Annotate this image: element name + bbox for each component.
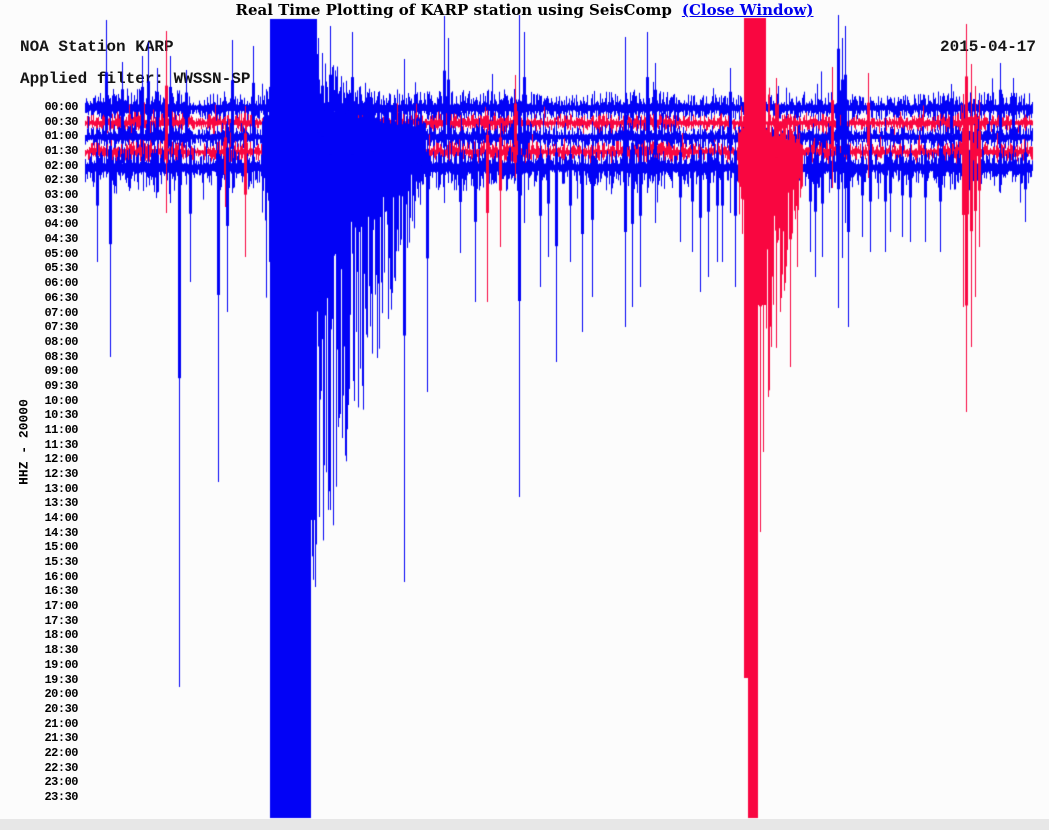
time-axis-label: 17:00 bbox=[44, 599, 78, 614]
time-axis-label: 13:30 bbox=[44, 496, 78, 511]
time-axis-label: 05:30 bbox=[44, 261, 78, 276]
time-axis-label: 12:30 bbox=[44, 467, 78, 481]
time-axis-label: 15:30 bbox=[44, 555, 78, 570]
time-axis-label: 02:00 bbox=[44, 158, 78, 173]
time-axis-label: 20:30 bbox=[44, 701, 78, 716]
time-axis-label: 21:30 bbox=[44, 731, 78, 746]
time-axis-label: 11:30 bbox=[44, 437, 78, 452]
time-axis-label: 16:30 bbox=[44, 584, 78, 599]
time-axis-label: 12:00 bbox=[44, 452, 78, 467]
time-axis-label: 03:00 bbox=[44, 188, 78, 203]
time-axis-label: 10:30 bbox=[44, 408, 78, 423]
time-axis-label: 17:30 bbox=[44, 613, 78, 628]
time-axis-label: 16:00 bbox=[44, 569, 78, 584]
time-axis-label: 05:00 bbox=[44, 246, 78, 261]
time-axis-label: 09:30 bbox=[44, 378, 78, 393]
time-axis-label: 22:00 bbox=[44, 745, 78, 760]
time-axis-label: 20:00 bbox=[44, 687, 78, 702]
time-axis-label: 01:00 bbox=[44, 129, 78, 144]
time-axis-label: 02:30 bbox=[44, 173, 78, 188]
time-axis-label: 04:00 bbox=[44, 217, 78, 232]
time-axis: 00:00 00:30 01:00 01:30 02:00 02:30 03:00 03:30… bbox=[0, 0, 78, 830]
time-axis-label: 22:30 bbox=[44, 760, 78, 775]
time-axis-label: 01:30 bbox=[44, 144, 78, 159]
time-axis-label: 23:00 bbox=[44, 775, 78, 790]
time-axis-label: 18:30 bbox=[44, 643, 78, 658]
time-axis-label: 07:30 bbox=[44, 320, 78, 335]
time-axis-label: 13:00 bbox=[44, 481, 78, 496]
close-window-link[interactable]: (Close Window) bbox=[681, 1, 814, 19]
page-title: Real Time Plotting of KARP station using… bbox=[235, 1, 672, 19]
time-axis-label: 08:30 bbox=[44, 349, 78, 364]
time-axis-label: 09:00 bbox=[44, 364, 78, 379]
time-axis-label: 10:00 bbox=[44, 393, 78, 408]
channel-scale-label: HHZ - 20000 bbox=[16, 399, 32, 485]
time-axis-label: 19:00 bbox=[44, 657, 78, 672]
time-axis-label: 08:00 bbox=[44, 334, 78, 349]
time-axis-label: 19:30 bbox=[44, 672, 78, 687]
time-axis-label: 21:00 bbox=[44, 716, 78, 731]
time-axis-label: 00:30 bbox=[44, 114, 78, 129]
time-axis-label: 04:30 bbox=[44, 232, 78, 247]
time-axis-label: 15:00 bbox=[44, 540, 78, 555]
page-title-bar: Real Time Plotting of KARP station using… bbox=[0, 1, 1049, 19]
time-axis-label: 14:00 bbox=[44, 511, 78, 526]
time-axis-label: 14:30 bbox=[44, 525, 78, 540]
time-axis-label: 03:30 bbox=[44, 202, 78, 217]
time-axis-label: 06:30 bbox=[44, 290, 78, 305]
time-axis-label: 06:00 bbox=[44, 276, 78, 291]
bottom-strip bbox=[0, 819, 1049, 830]
time-axis-label: 23:30 bbox=[44, 789, 78, 804]
time-axis-label: 18:00 bbox=[44, 628, 78, 643]
time-axis-label: 07:00 bbox=[44, 305, 78, 320]
time-axis-label: 11:00 bbox=[44, 422, 78, 437]
time-axis-label: 00:00 bbox=[44, 100, 78, 114]
